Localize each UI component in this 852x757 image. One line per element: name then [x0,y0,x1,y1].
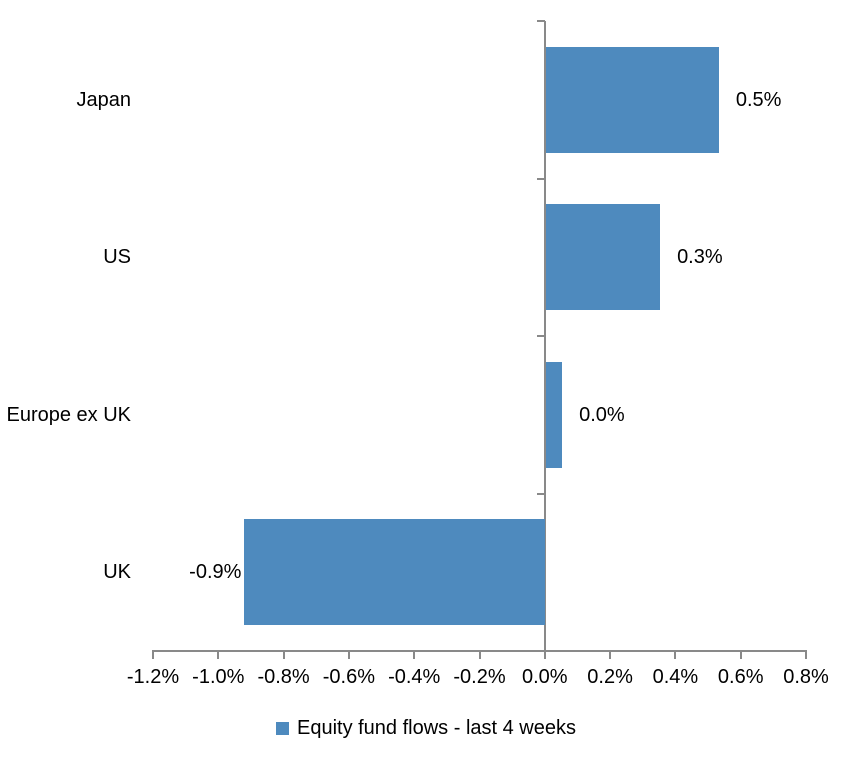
data-label: 0.0% [579,403,625,426]
x-axis-tick-label: -1.0% [192,666,245,688]
bar-europe-ex-uk [545,361,563,468]
x-axis-tick-label: -1.2% [126,666,180,688]
data-label: -0.9% [189,561,242,584]
legend-series-marker-icon [275,721,289,735]
x-axis-tick [739,651,742,659]
bar-us [545,204,661,311]
category-axis-tick [536,20,545,22]
legend: Equity fund flows - last 4 weeks [0,714,852,742]
x-axis-tick-label: 0.0% [522,666,568,688]
data-label: 0.3% [677,246,723,269]
category-axis-tick [536,335,545,337]
x-axis-tick-label: -0.8% [257,666,310,688]
x-axis-tick-label: 0.2% [587,666,633,688]
category-label: UK [103,561,131,584]
x-axis-tick-label: -0.6% [322,666,376,688]
x-axis-tick [282,651,285,659]
bar-japan [545,46,719,153]
data-label: 0.5% [735,88,782,111]
legend-series-label: Equity fund flows - last 4 weeks [296,717,576,739]
x-axis-tick [413,651,416,659]
x-axis-tick-label: 0.4% [652,666,699,688]
x-axis-tick-label: 0.8% [783,666,829,688]
x-axis-tick [543,651,546,659]
category-label: Japan [76,88,132,111]
category-axis-tick [536,177,545,180]
x-axis-tick [478,651,481,659]
x-axis-tick [609,651,612,659]
category-label: US [103,246,131,269]
category-label: Europe ex UK [6,403,131,426]
bar-uk [244,519,545,626]
x-axis-tick [217,651,220,659]
category-axis-tick [536,492,545,495]
x-axis-tick [674,651,677,659]
x-axis-tick-label: -0.2% [453,666,506,688]
category-axis-line [543,21,546,651]
x-axis-tick-label: 0.6% [717,666,764,688]
x-axis-tick [152,651,154,659]
x-axis-tick [805,651,807,659]
x-axis-tick [347,651,350,659]
x-axis-tick-label: -0.4% [388,666,441,688]
